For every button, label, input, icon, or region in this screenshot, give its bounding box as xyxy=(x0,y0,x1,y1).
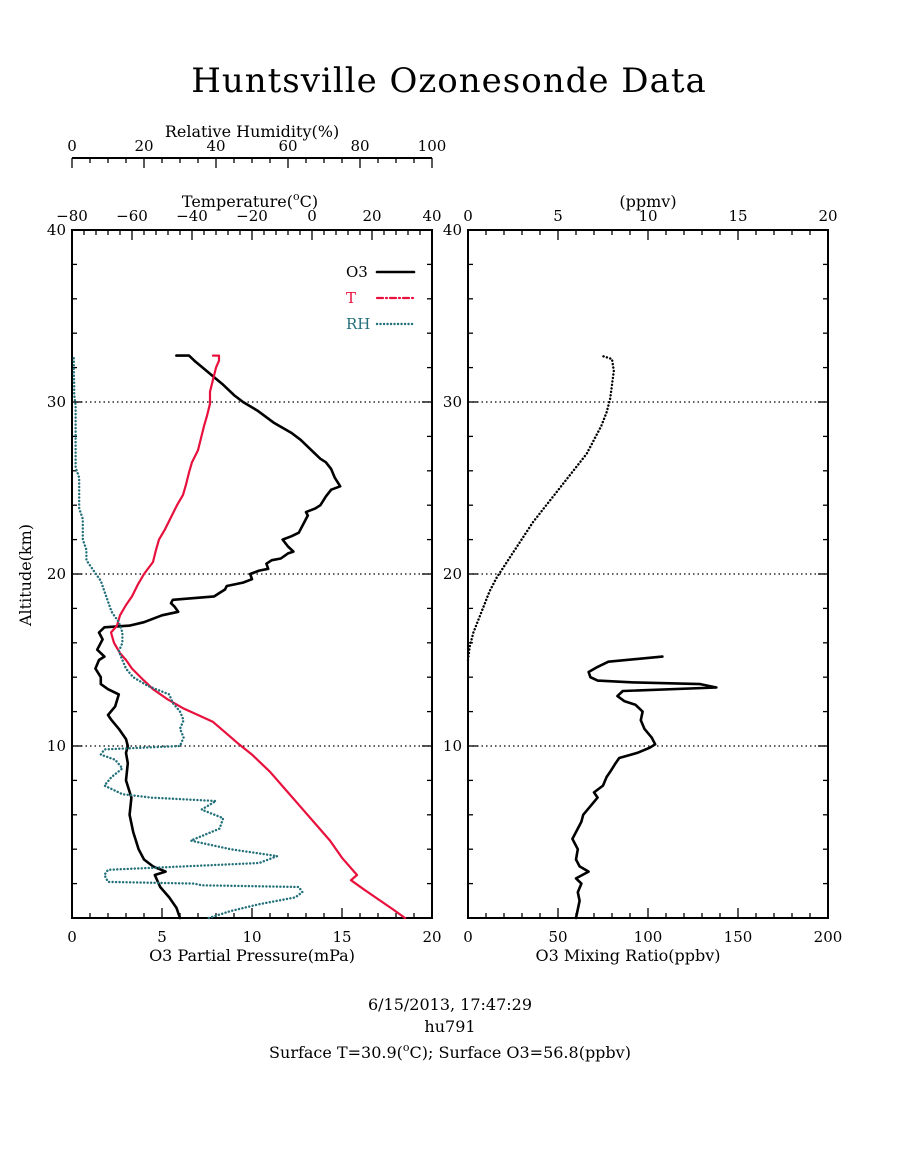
left-temperature-axis-tick-label: 0 xyxy=(307,207,317,225)
right-series-mixing_ratio_ppbv xyxy=(571,655,718,920)
footer-surface-info: Surface T=30.9(oC); Surface O3=56.8(ppbv… xyxy=(269,1041,631,1062)
right-top-axis-tick-label: 0 xyxy=(463,207,473,225)
right-bottom-axis-tick-label: 150 xyxy=(724,928,753,946)
left-temperature-axis-title: Temperature(oC) xyxy=(182,190,318,211)
left-rh-axis-tick-label: 20 xyxy=(134,137,153,155)
right-ytick-label: 20 xyxy=(443,565,462,583)
left-rh-axis-tick-label: 0 xyxy=(67,137,77,155)
left-rh-axis-tick-label: 40 xyxy=(206,137,225,155)
right-ytick-label: 40 xyxy=(443,221,462,239)
left-ytick-label: 20 xyxy=(47,565,66,583)
right-top-axis-tick-label: 10 xyxy=(638,207,657,225)
right-top-axis-tick-label: 15 xyxy=(728,207,747,225)
legend-label-o3: O3 xyxy=(346,263,368,281)
left-rh-axis-tick-label: 60 xyxy=(278,137,297,155)
left-series-rh xyxy=(72,354,304,920)
footer-station: hu791 xyxy=(424,1017,475,1036)
legend-label-temperature: T xyxy=(346,289,356,307)
right-ytick-label: 10 xyxy=(443,737,462,755)
left-series-o3 xyxy=(94,354,342,920)
right-top-axis-title: (ppmv) xyxy=(619,192,676,211)
footer-datetime: 6/15/2013, 17:47:29 xyxy=(368,995,532,1014)
left-ytick-label: 10 xyxy=(47,737,66,755)
right-top-axis-tick-label: 20 xyxy=(818,207,837,225)
left-temperature-axis-tick-label: 40 xyxy=(422,207,441,225)
right-top-axis-tick-label: 5 xyxy=(553,207,563,225)
left-temperature-axis-tick-label: −40 xyxy=(176,207,208,225)
left-temperature-axis-tick-label: 20 xyxy=(362,207,381,225)
left-temperature-axis-tick-label: −60 xyxy=(116,207,148,225)
left-rh-axis-title: Relative Humidity(%) xyxy=(165,122,339,141)
left-rh-axis-tick-label: 80 xyxy=(350,137,369,155)
left-bottom-axis-tick-label: 10 xyxy=(242,928,261,946)
left-bottom-axis-title: O3 Partial Pressure(mPa) xyxy=(149,946,355,965)
left-rh-axis-tick-label: 100 xyxy=(418,137,447,155)
left-ytick-label: 40 xyxy=(47,221,66,239)
left-ytick-label: 30 xyxy=(47,393,66,411)
left-temperature-axis-tick-label: −80 xyxy=(56,207,88,225)
legend: O3 T RH xyxy=(346,263,416,333)
right-bottom-axis-tick-label: 200 xyxy=(814,928,843,946)
left-bottom-axis-tick-label: 0 xyxy=(67,928,77,946)
right-ytick-label: 30 xyxy=(443,393,462,411)
left-panel: 10 20 30 40 0 5 10 15 20 O3 Partial Pressure(mPa)… xyxy=(16,122,446,965)
left-bottom-axis-tick-label: 20 xyxy=(422,928,441,946)
right-bottom-axis-tick-label: 0 xyxy=(463,928,473,946)
left-bottom-axis-tick-label: 5 xyxy=(157,928,167,946)
chart-title: Huntsville Ozonesonde Data xyxy=(191,61,707,101)
right-bottom-axis-tick-label: 100 xyxy=(634,928,663,946)
left-temperature-axis-tick-label: −20 xyxy=(236,207,268,225)
legend-label-rh: RH xyxy=(346,315,370,333)
right-bottom-axis-title: O3 Mixing Ratio(ppbv) xyxy=(535,946,720,965)
left-bottom-axis-tick-label: 15 xyxy=(332,928,351,946)
left-series-temperature xyxy=(109,354,407,920)
y-axis-title: Altitude(km) xyxy=(16,524,35,627)
right-series-mixing_ratio_ppmv xyxy=(466,354,615,662)
right-bottom-axis-tick-label: 50 xyxy=(548,928,567,946)
